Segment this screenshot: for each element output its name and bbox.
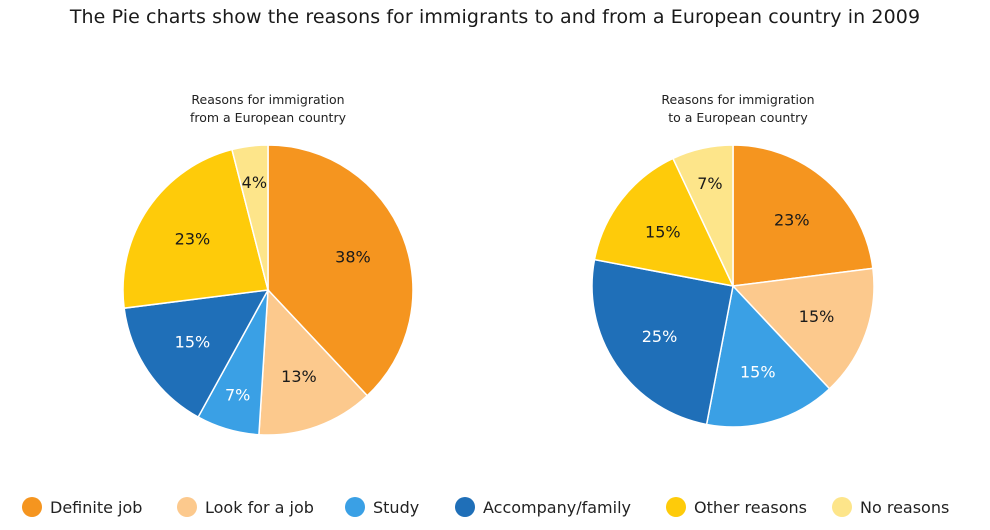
page-title: The Pie charts show the reasons for immi… [69, 6, 921, 28]
legend-item-no-reasons: No reasons [832, 497, 949, 517]
pie-0-slice-other-reasons [122, 148, 269, 310]
legend-item-other-reasons: Other reasons [666, 497, 807, 517]
pie-0-slice-accompany-family [123, 289, 270, 419]
legend-label: No reasons [860, 497, 950, 517]
pie-1-slice-look-for-a-job [731, 267, 875, 390]
legend-swatch [345, 497, 365, 517]
pie-1-label-definite-job: 23% [774, 210, 810, 229]
pie-0-slice-look-for-a-job [258, 288, 369, 436]
pie-0-label-look-for-a-job: 13% [281, 367, 317, 386]
pie-1-slice-study [705, 284, 831, 428]
pie-1-label-look-for-a-job: 15% [799, 307, 835, 326]
pie-0-label-no-reasons: 4% [242, 173, 267, 192]
legend-item-accompany-family: Accompany/family [455, 497, 631, 517]
pie-0-label-definite-job: 38% [335, 247, 371, 266]
legend-swatch [177, 497, 197, 517]
pie-1-label-study: 15% [740, 362, 776, 381]
pie-0-slice-definite-job [267, 144, 414, 397]
pie-1-label-accompany-family: 25% [642, 327, 678, 346]
pie-0-label-other-reasons: 23% [175, 230, 211, 249]
pie-1-label-no-reasons: 7% [697, 174, 722, 193]
pie-1-slice-other-reasons [593, 157, 735, 288]
legend-swatch [666, 497, 686, 517]
pie-0-label-accompany-family: 15% [175, 332, 211, 351]
legend-item-study: Study [345, 497, 419, 517]
legend-swatch [455, 497, 475, 517]
pie-0-label-study: 7% [225, 385, 250, 404]
legend-label: Other reasons [694, 497, 807, 517]
pie-0-slice-no-reasons [231, 144, 269, 291]
pie-to-title: Reasons for immigration to a European co… [661, 92, 815, 125]
pie-from-title: Reasons for immigration from a European … [189, 92, 346, 125]
legend: Definite job Look for a job Study Accomp… [0, 497, 990, 525]
pie-1-slice-accompany-family [591, 258, 734, 426]
pie-1-slice-no-reasons [671, 144, 734, 287]
legend-label: Look for a job [205, 497, 314, 517]
legend-swatch [22, 497, 42, 517]
legend-item-look-for-a-job: Look for a job [177, 497, 314, 517]
legend-swatch [832, 497, 852, 517]
legend-item-definite-job: Definite job [22, 497, 142, 517]
pie-charts: 38% 13% 7% 15% 23% 4% 23% 15% 15% 25% 15% 7% [122, 144, 875, 436]
legend-label: Definite job [50, 497, 143, 517]
pie-1-label-other-reasons: 15% [645, 223, 681, 242]
legend-label: Accompany/family [483, 497, 631, 517]
pie-1-slice-definite-job [732, 144, 874, 287]
legend-label: Study [373, 497, 420, 517]
